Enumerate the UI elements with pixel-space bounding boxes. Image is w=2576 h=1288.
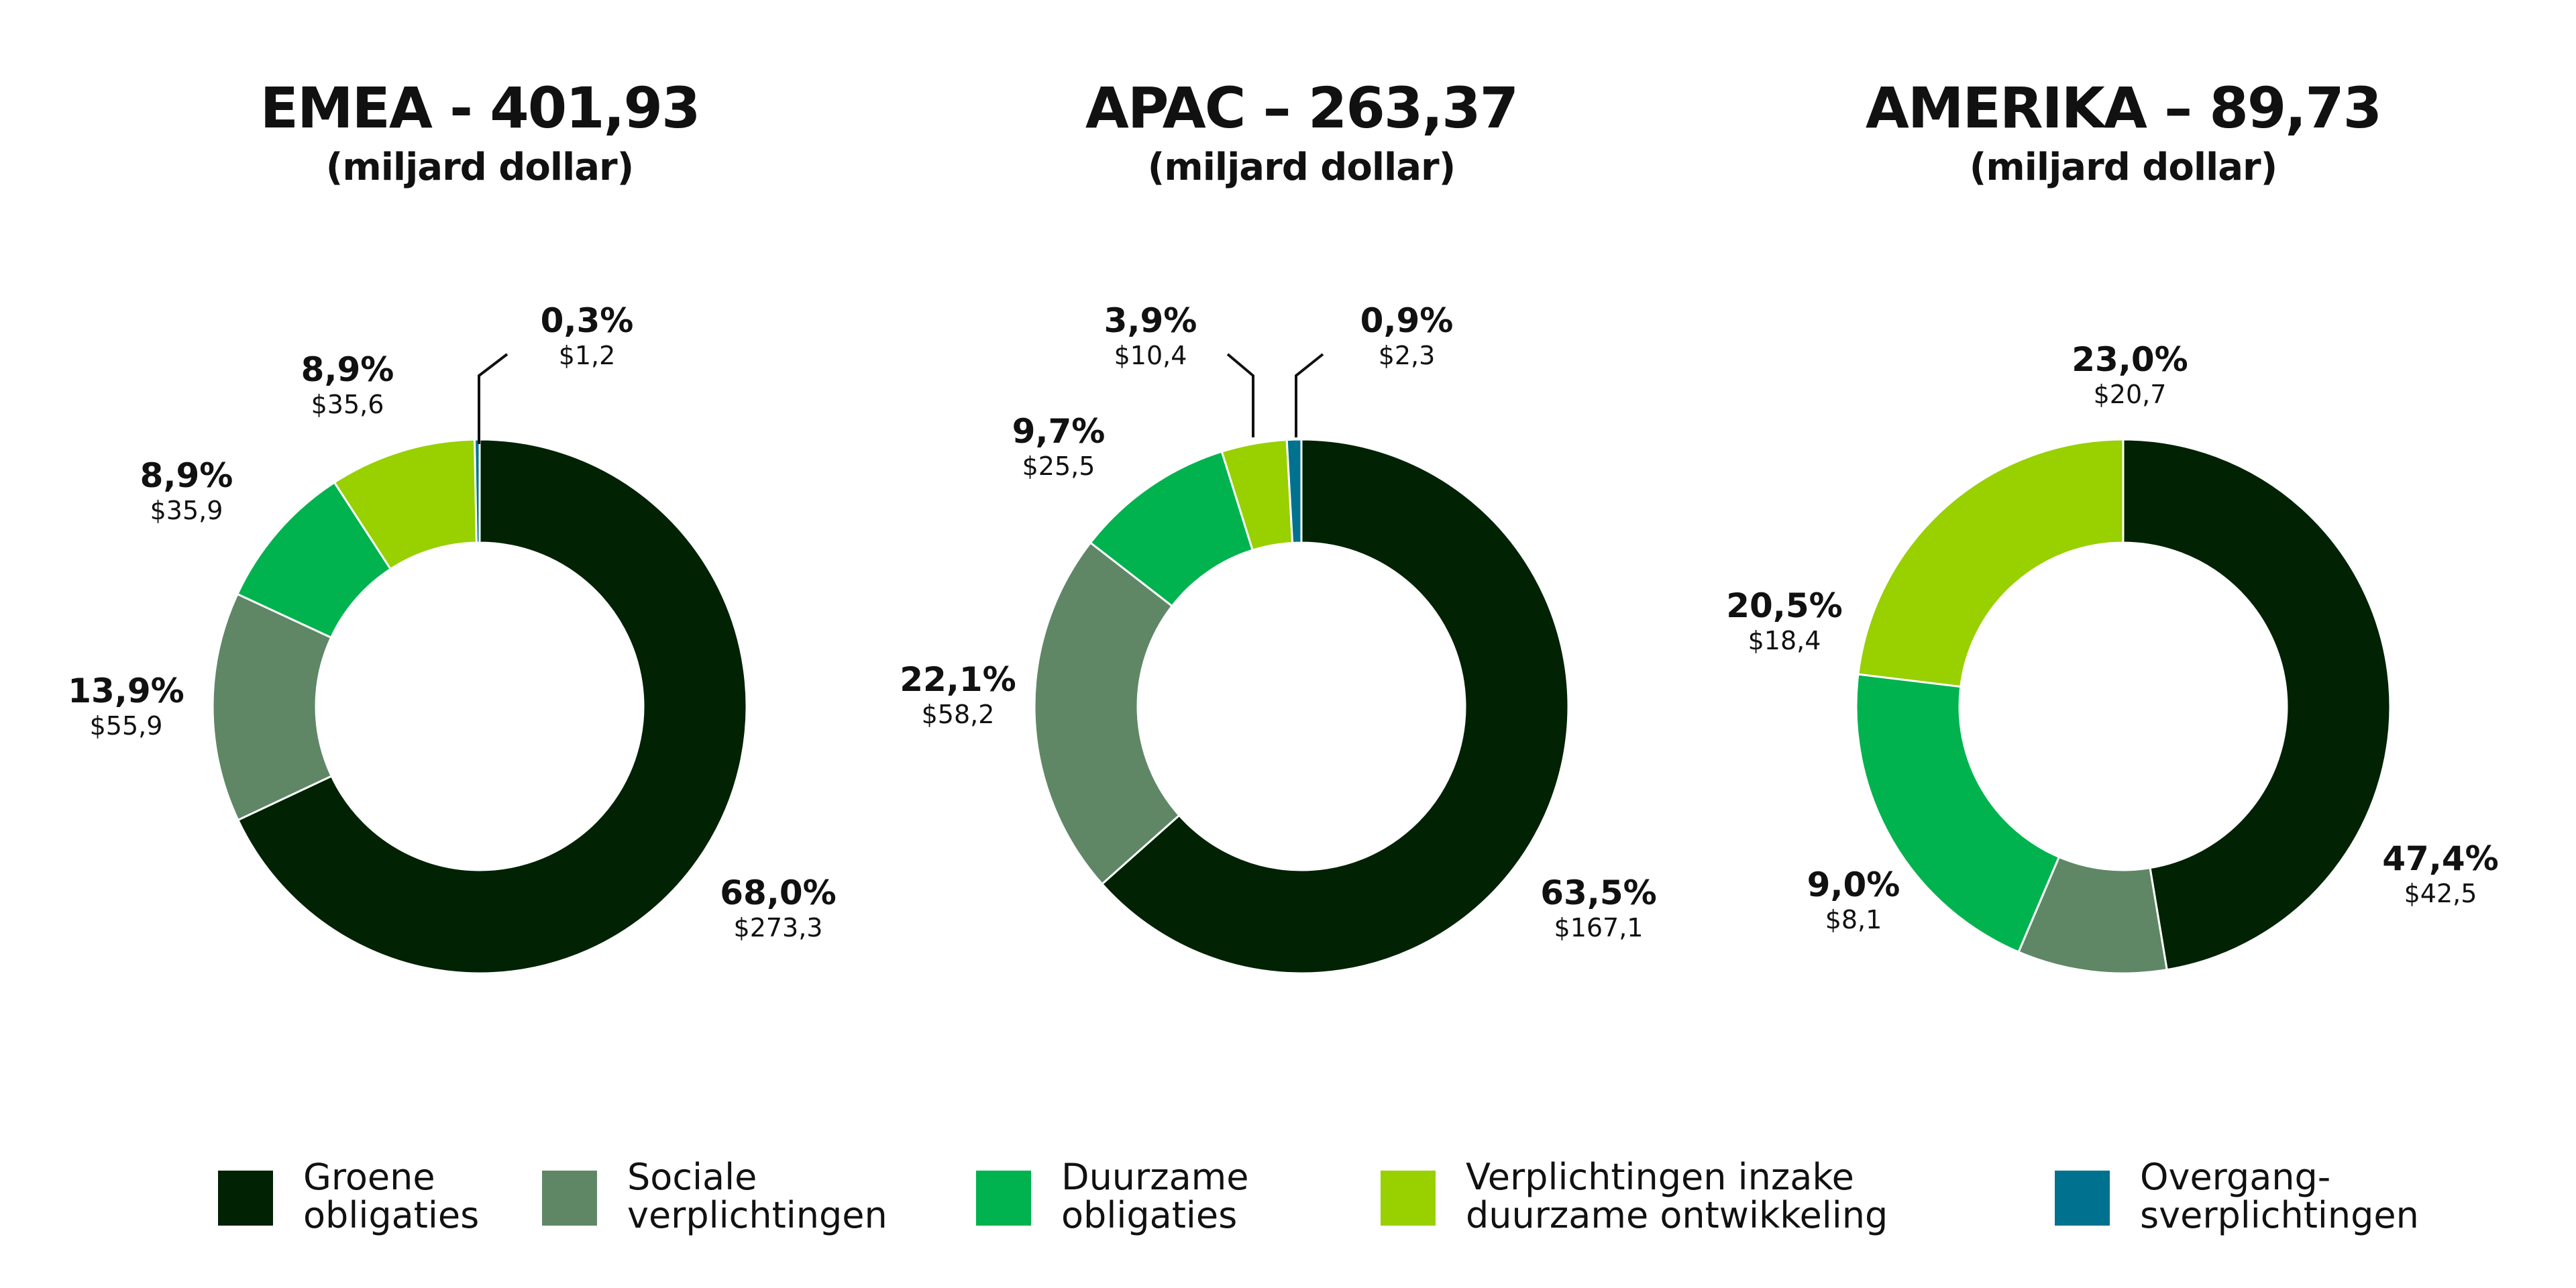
legend-swatch [218,1171,273,1226]
legend-label: Groene [303,1156,435,1198]
value-label: $35,6 [311,390,384,419]
percent-label: 0,9% [1360,301,1454,340]
percent-label: 63,5% [1540,873,1656,912]
slice-groene-obligaties [2122,438,2392,971]
slice-overgang-sverplichtingen [474,438,481,544]
value-label: $8,1 [1825,905,1882,934]
slice-duurzame-obligaties [1855,673,2061,954]
percent-label: 9,0% [1807,865,1900,904]
slice-groene-obligaties [236,438,748,975]
leader-line [1226,353,1254,437]
percent-label: 8,9% [140,456,233,495]
chart-subtitle: (miljard dollar) [1970,146,2277,189]
donut-chart-1: EMEA - 401,93 (miljard dollar) 68,0%$273,3… [68,75,837,975]
legend-label: sverplichtingen [2140,1194,2419,1236]
percent-label: 0,3% [541,301,634,340]
value-label: $58,2 [922,700,995,729]
value-label: $42,5 [2404,879,2477,908]
slice-verplichtingen-inzake-duurzame-ontwikkeling [1857,438,2125,688]
leader-line [478,353,508,444]
percent-label: 22,1% [900,660,1016,699]
value-label: $55,9 [90,711,163,741]
slice-overgang-sverplichtingen [1285,438,1303,544]
slice-groene-obligaties [1100,438,1570,975]
donut-chart-3: AMERIKA – 89,73 (miljard dollar) 47,4%$42,… [1726,75,2499,975]
legend-swatch [2055,1171,2110,1226]
legend-label: obligaties [1061,1194,1237,1236]
value-label: $10,4 [1114,341,1187,370]
donut-chart-2: APAC – 263,37 (miljard dollar) 63,5%$167,1… [900,75,1657,975]
value-label: $2,3 [1379,341,1436,370]
chart-title: EMEA - 401,93 [260,75,700,141]
percent-label: 20,5% [1726,586,1842,625]
legend-item-overgang-sverplichtingen: Overgang-sverplichtingen [2055,1156,2419,1236]
percent-label: 13,9% [68,672,184,710]
legend-label: obligaties [303,1194,479,1236]
legend-label: Duurzame [1061,1156,1249,1198]
value-label: $273,3 [734,913,823,943]
value-label: $1,2 [559,341,616,370]
value-label: $25,5 [1022,451,1095,481]
value-label: $20,7 [2094,380,2167,409]
slice-sociale-verplichtingen [1033,541,1181,885]
chart-subtitle: (miljard dollar) [326,146,633,189]
leader-line [1295,353,1324,437]
legend-label: Sociale [627,1156,757,1198]
legend: GroeneobligatiesSocialeverplichtingenDuu… [218,1156,2419,1236]
legend-swatch [976,1171,1031,1226]
legend-swatch [1381,1171,1436,1226]
percent-label: 3,9% [1104,301,1197,340]
legend-swatch [542,1171,597,1226]
percent-label: 9,7% [1012,412,1106,451]
legend-label: Overgang- [2140,1156,2330,1198]
percent-label: 23,0% [2072,340,2188,379]
legend-label: duurzame ontwikkeling [1466,1194,1888,1236]
percent-label: 68,0% [720,873,836,912]
percent-label: 8,9% [301,350,394,389]
percent-label: 47,4% [2382,839,2498,878]
value-label: $167,1 [1554,913,1644,943]
chart-subtitle: (miljard dollar) [1148,146,1455,189]
chart-title: AMERIKA – 89,73 [1866,75,2381,141]
value-label: $18,4 [1748,626,1821,655]
charts-layer: EMEA - 401,93 (miljard dollar) 68,0%$273,3… [68,75,2499,975]
legend-label: Verplichtingen inzake [1466,1156,1854,1198]
chart-title: APAC – 263,37 [1085,75,1517,141]
value-label: $35,9 [150,496,223,525]
legend-label: verplichtingen [627,1194,888,1236]
